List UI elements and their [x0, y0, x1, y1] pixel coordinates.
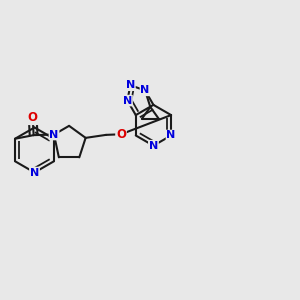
Text: O: O — [116, 128, 126, 141]
Text: N: N — [126, 80, 135, 90]
Text: N: N — [140, 85, 150, 95]
Text: N: N — [149, 141, 158, 151]
Text: O: O — [28, 111, 38, 124]
Text: N: N — [167, 130, 176, 140]
Text: N: N — [30, 167, 39, 178]
Text: N: N — [123, 96, 132, 106]
Text: N: N — [50, 130, 58, 140]
